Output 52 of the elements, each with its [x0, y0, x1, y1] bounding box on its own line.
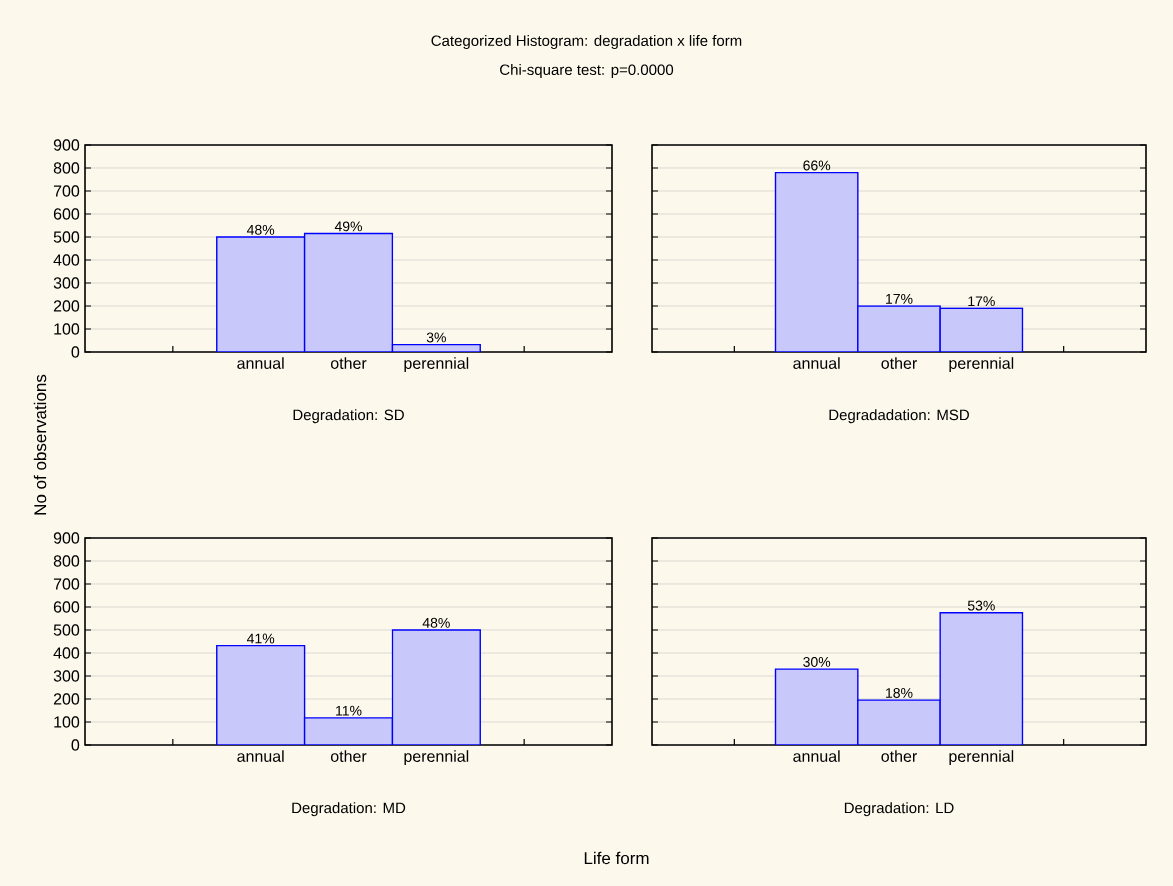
x-tick-label: annual	[793, 357, 840, 369]
text: No of observations	[33, 374, 47, 515]
y-tick-label: 600	[53, 208, 80, 220]
annotation: 66%	[803, 160, 831, 171]
annotation: 17%	[968, 296, 995, 307]
annotation: 48%	[422, 617, 450, 628]
y-tick-label: 600	[53, 601, 80, 613]
y-tick-label: 200	[53, 693, 80, 705]
annotation: 18%	[886, 688, 913, 698]
x-tick-label: other	[330, 357, 367, 369]
annotation: 53%	[967, 600, 995, 611]
annotation: 30%	[803, 656, 831, 667]
y-tick-label: 100	[54, 716, 80, 728]
x-tick-label: annual	[237, 750, 284, 762]
text: Degradation: SD	[293, 409, 404, 424]
annotation: 48%	[246, 224, 275, 235]
x-tick-label: other	[881, 750, 917, 762]
annotation: 17%	[886, 293, 913, 304]
y-tick-label: 800	[53, 162, 80, 174]
x-tick-label: other	[881, 357, 917, 369]
x-tick-label: annual	[237, 357, 284, 369]
y-tick-label: 0	[71, 346, 80, 358]
y-tick-label: 400	[53, 254, 80, 266]
x-tick-label: other	[330, 750, 367, 762]
y-tick-label: 0	[71, 739, 80, 751]
text: Life form	[584, 851, 649, 865]
annotation: 41%	[246, 633, 275, 644]
x-tick-label: perennial	[404, 750, 469, 766]
x-tick-label: perennial	[949, 357, 1014, 373]
y-tick-label: 900	[53, 139, 80, 151]
annotation: 3%	[426, 332, 446, 343]
y-tick-label: 700	[53, 185, 80, 197]
y-tick-label: 500	[53, 624, 80, 636]
y-tick-label: 900	[53, 532, 80, 544]
text: Degradation: LD	[844, 802, 954, 817]
y-tick-label: 300	[53, 277, 80, 289]
x-tick-label: annual	[793, 750, 840, 762]
x-tick-label: perennial	[404, 357, 469, 373]
y-tick-label: 700	[53, 578, 80, 590]
text: Degradadation: MSD	[829, 409, 969, 424]
y-tick-label: 400	[53, 647, 80, 659]
text: Degradation: MD	[292, 802, 406, 817]
text: Categorized Histogram: degradation x life form	[431, 35, 742, 49]
y-tick-label: 800	[53, 555, 80, 567]
y-tick-label: 200	[53, 300, 80, 312]
annotation: 11%	[336, 705, 362, 716]
y-tick-label: 500	[53, 231, 80, 243]
text: Chi-square test: p=0.0000	[500, 64, 674, 78]
y-tick-label: 100	[54, 323, 80, 335]
annotation: 49%	[334, 221, 363, 232]
x-tick-label: perennial	[949, 750, 1014, 766]
y-tick-label: 300	[53, 670, 80, 682]
